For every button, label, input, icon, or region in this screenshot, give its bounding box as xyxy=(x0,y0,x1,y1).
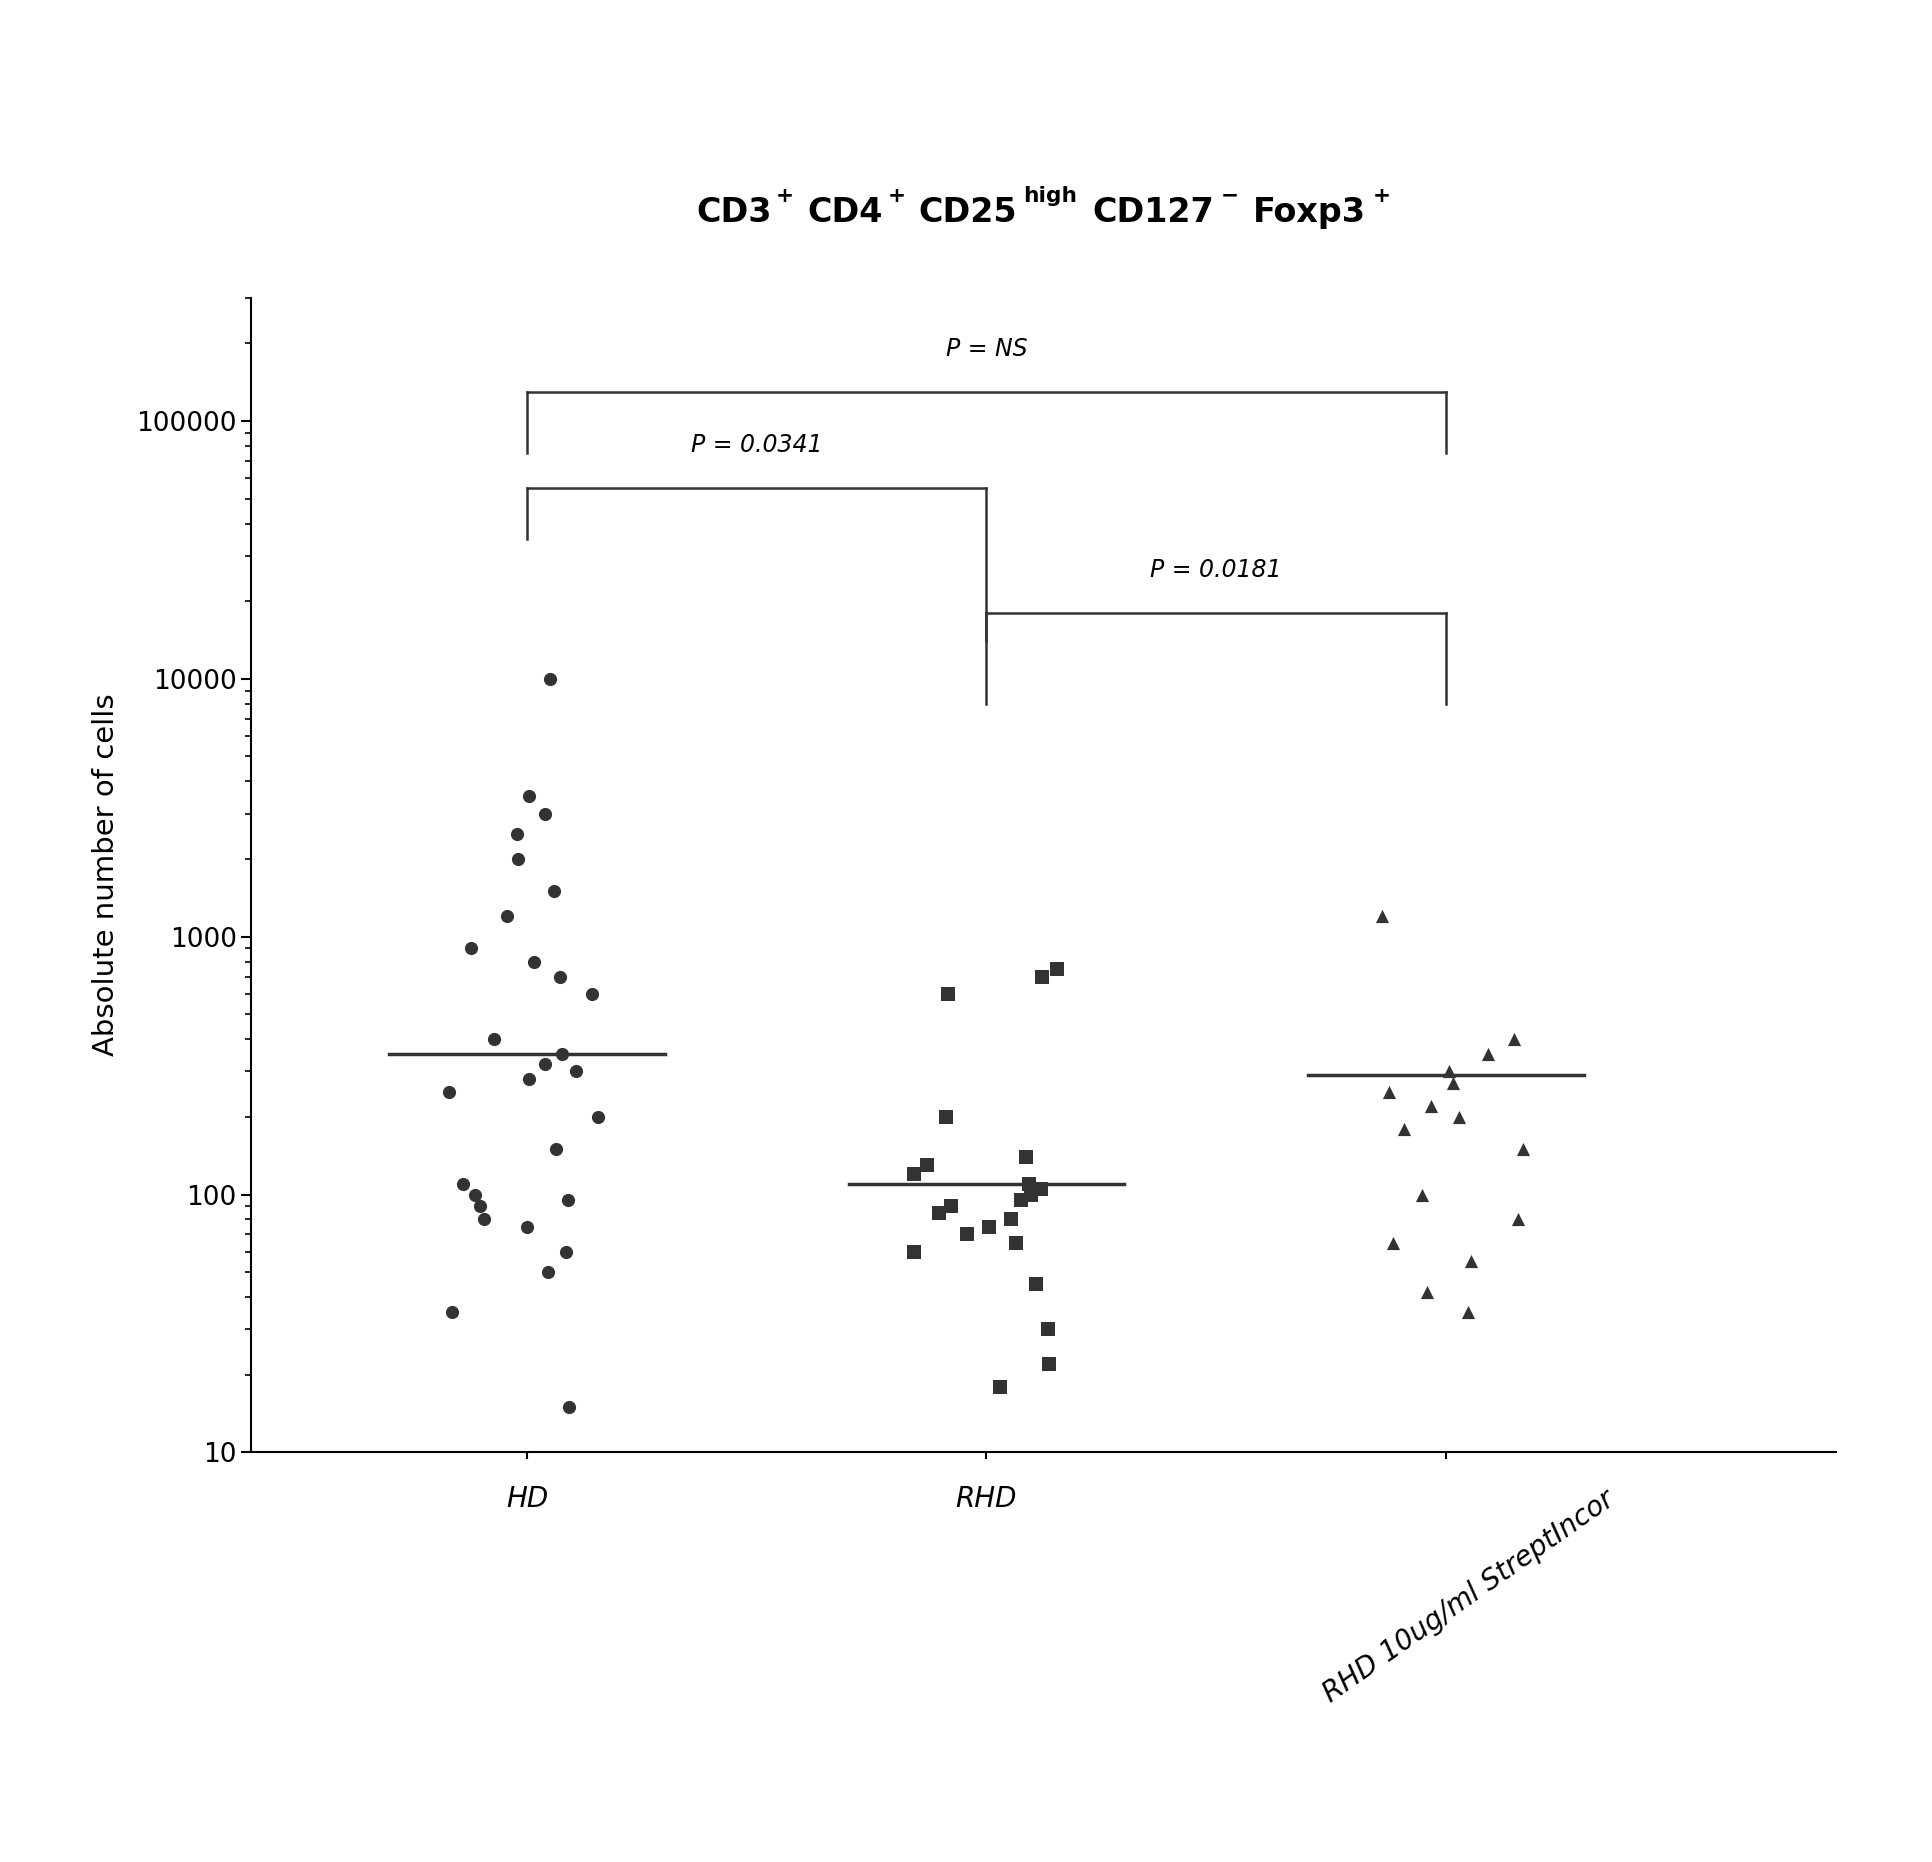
Point xyxy=(1432,1056,1463,1086)
Text: RHD 10ug/ml StreptIncor: RHD 10ug/ml StreptIncor xyxy=(1318,1484,1619,1707)
Point xyxy=(541,1134,572,1164)
Point xyxy=(545,961,576,991)
Point xyxy=(1501,1205,1532,1235)
Point xyxy=(1414,1091,1445,1121)
Point xyxy=(554,1393,585,1423)
Text: P = 0.0341: P = 0.0341 xyxy=(690,434,821,456)
Point xyxy=(1437,1069,1468,1099)
Point xyxy=(560,1056,591,1086)
Point xyxy=(1001,1227,1032,1257)
Point xyxy=(1366,901,1397,931)
Point xyxy=(1472,1039,1503,1069)
Point xyxy=(547,1039,578,1069)
Text: −: − xyxy=(1221,186,1238,205)
Point xyxy=(514,1065,545,1095)
Point xyxy=(468,1205,498,1235)
Point xyxy=(456,933,487,963)
Point xyxy=(1507,1134,1538,1164)
Point xyxy=(1014,1169,1045,1199)
Point xyxy=(995,1205,1026,1235)
Point xyxy=(510,1212,541,1242)
Point xyxy=(1032,1350,1063,1380)
Point xyxy=(1020,1270,1051,1300)
Point xyxy=(1455,1246,1486,1275)
Point xyxy=(529,799,560,829)
Text: +: + xyxy=(1372,186,1389,205)
Text: +: + xyxy=(777,186,794,205)
Point xyxy=(446,1169,477,1199)
Point xyxy=(1005,1186,1036,1216)
Text: high: high xyxy=(1022,186,1076,205)
Text: HD: HD xyxy=(506,1484,549,1512)
Point xyxy=(535,665,566,695)
Point xyxy=(974,1212,1005,1242)
Point xyxy=(1389,1113,1420,1143)
Point xyxy=(1026,961,1057,991)
Point xyxy=(500,819,531,849)
Text: +: + xyxy=(887,186,904,205)
Point xyxy=(1014,1181,1045,1210)
Text: Foxp3: Foxp3 xyxy=(1252,196,1366,229)
Y-axis label: Absolute number of cells: Absolute number of cells xyxy=(91,695,120,1056)
Text: CD3: CD3 xyxy=(696,196,771,229)
Point xyxy=(929,1102,960,1132)
Point xyxy=(435,1076,466,1106)
Text: P = 0.0181: P = 0.0181 xyxy=(1150,559,1281,583)
Point xyxy=(479,1024,510,1054)
Point xyxy=(1026,1175,1057,1205)
Text: P = NS: P = NS xyxy=(945,337,1026,361)
Text: CD127: CD127 xyxy=(1092,196,1213,229)
Point xyxy=(531,1257,562,1287)
Point xyxy=(898,1236,929,1266)
Point xyxy=(1406,1181,1437,1210)
Point xyxy=(553,1186,583,1216)
Point xyxy=(983,1372,1014,1402)
Text: RHD: RHD xyxy=(954,1484,1016,1512)
Point xyxy=(1010,1141,1041,1171)
Point xyxy=(1497,1024,1528,1054)
Point xyxy=(1453,1298,1484,1328)
Point xyxy=(539,877,570,907)
Point xyxy=(529,1050,560,1080)
Point xyxy=(1374,1076,1405,1106)
Point xyxy=(1378,1227,1408,1257)
Point xyxy=(514,782,545,812)
Point xyxy=(951,1220,981,1249)
Point xyxy=(582,1102,612,1132)
Point xyxy=(931,979,962,1009)
Point xyxy=(551,1236,582,1266)
Point xyxy=(502,843,533,873)
Point xyxy=(898,1160,929,1190)
Point xyxy=(910,1151,941,1181)
Point xyxy=(935,1192,966,1221)
Point xyxy=(1410,1277,1441,1307)
Point xyxy=(437,1298,468,1328)
Point xyxy=(923,1197,954,1227)
Point xyxy=(491,901,522,931)
Point xyxy=(576,979,607,1009)
Text: CD4: CD4 xyxy=(808,196,883,229)
Point xyxy=(464,1192,495,1221)
Point xyxy=(460,1181,491,1210)
Point xyxy=(1443,1102,1474,1132)
Point xyxy=(1041,953,1072,983)
Point xyxy=(518,946,549,976)
Text: CD25: CD25 xyxy=(918,196,1016,229)
Point xyxy=(1032,1315,1063,1344)
